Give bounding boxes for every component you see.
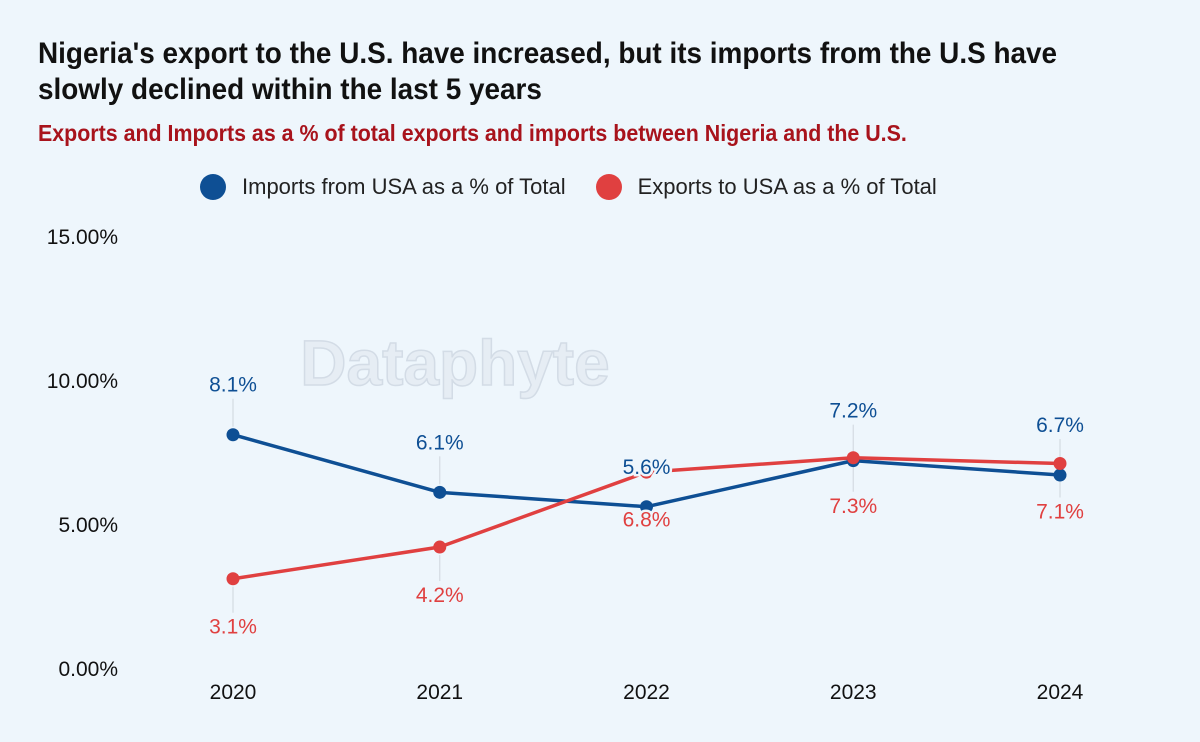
data-label-imports: 8.1% — [209, 374, 257, 397]
legend-item-exports[interactable]: Exports to USA as a % of Total — [595, 174, 937, 200]
legend-label-exports: Exports to USA as a % of Total — [637, 174, 937, 199]
x-tick-label: 2024 — [1037, 681, 1084, 704]
data-point-exports — [1053, 457, 1067, 471]
data-label-imports: 7.2% — [829, 400, 877, 423]
legend-marker-imports — [200, 174, 226, 200]
data-point-imports — [640, 500, 653, 514]
chart-legend: Imports from USA as a % of Total Exports… — [200, 172, 967, 202]
data-point-imports — [1053, 468, 1067, 482]
data-label-exports: 7.1% — [1036, 501, 1084, 524]
data-point-exports — [640, 465, 653, 479]
chart-subtitle: Exports and Imports as a % of total expo… — [38, 120, 907, 146]
data-point-exports — [846, 451, 860, 465]
data-point-exports — [226, 572, 240, 586]
y-tick-label: 15.00% — [47, 226, 118, 249]
watermark-text: Dataphyte — [300, 327, 609, 399]
data-point-exports — [433, 540, 447, 554]
y-tick-label: 10.00% — [47, 370, 118, 393]
data-label-exports: 3.1% — [209, 616, 257, 639]
data-label-exports: 6.8% — [623, 509, 671, 532]
x-tick-label: 2020 — [210, 681, 257, 704]
data-label-exports: 7.3% — [829, 495, 877, 518]
x-tick-label: 2021 — [416, 681, 463, 704]
legend-item-imports[interactable]: Imports from USA as a % of Total — [200, 174, 566, 200]
y-tick-label: 5.00% — [58, 514, 118, 537]
legend-marker-exports — [595, 174, 622, 200]
data-label-imports: 6.7% — [1036, 414, 1084, 437]
data-point-imports — [226, 428, 240, 442]
data-label-imports: 6.1% — [416, 431, 464, 454]
data-label-imports: 5.6% — [623, 456, 671, 479]
legend-label-imports: Imports from USA as a % of Total — [242, 174, 566, 199]
x-tick-label: 2023 — [830, 681, 877, 704]
chart-title: Nigeria's export to the U.S. have increa… — [38, 37, 1058, 106]
data-point-imports — [433, 485, 447, 499]
x-tick-label: 2022 — [623, 681, 670, 704]
y-tick-label: 0.00% — [58, 658, 118, 681]
data-label-exports: 4.2% — [416, 584, 464, 607]
